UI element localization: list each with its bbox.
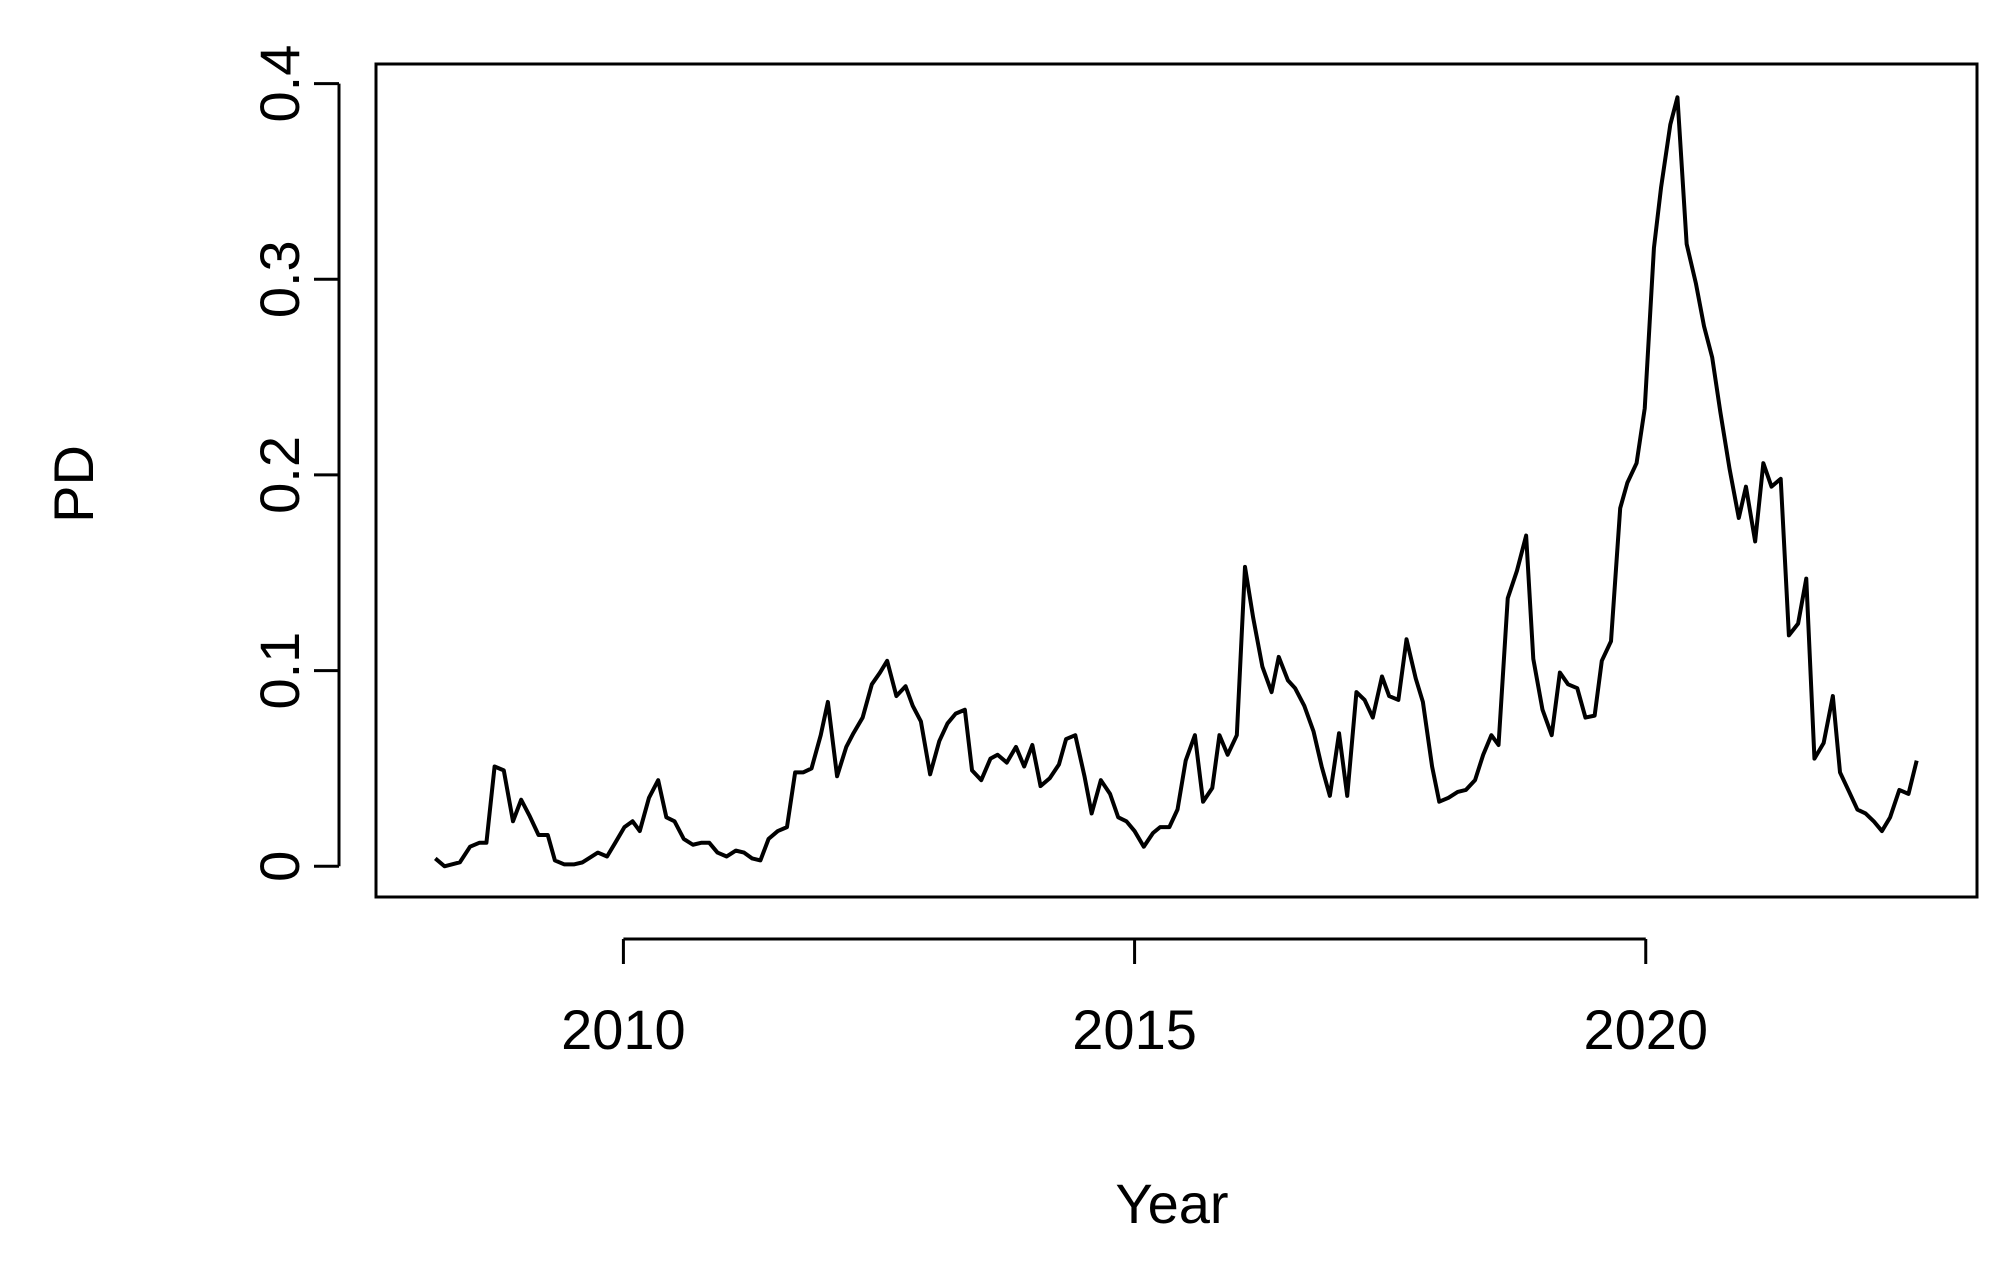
x-tick-label: 2015 — [1072, 998, 1197, 1061]
x-axis-title: Year — [1115, 1172, 1228, 1235]
y-axis-title: PD — [42, 445, 105, 523]
y-tick-label: 0.2 — [248, 436, 311, 514]
x-tick-label: 2020 — [1583, 998, 1708, 1061]
y-tick-label: 0.3 — [248, 240, 311, 318]
plot-frame — [374, 62, 1979, 899]
y-tick-label: 0 — [248, 851, 311, 882]
y-tick-label: 0.1 — [248, 632, 311, 710]
x-tick-label: 2010 — [561, 998, 686, 1061]
y-tick-label: 0.4 — [248, 45, 311, 123]
data-line — [434, 95, 1919, 869]
